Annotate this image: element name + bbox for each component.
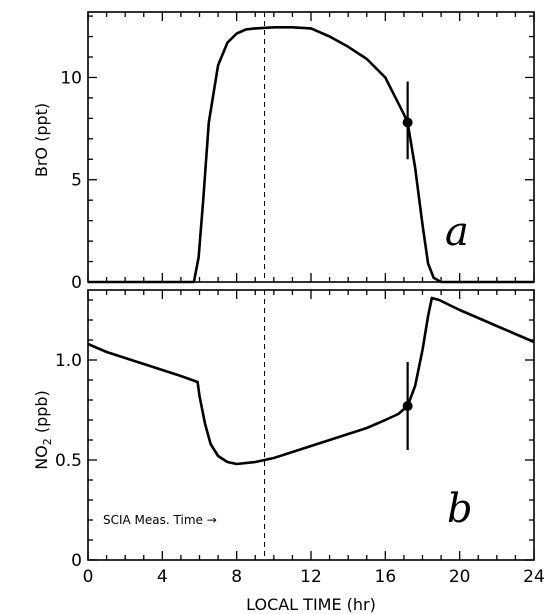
panel-b-y-tick-label: 1.0 (55, 351, 82, 371)
panel-b-x-tick-label: 24 (523, 567, 545, 587)
meas-time-annotation: SCIA Meas. Time → (103, 513, 217, 527)
panel-b-x-tick-label: 12 (300, 567, 322, 587)
panel-b-data-point (402, 401, 413, 411)
panel-a-letter: a (445, 209, 469, 255)
panel-b-x-tick-label: 0 (83, 567, 94, 587)
panel-a-y-tick-label: 0 (71, 273, 82, 293)
panel-a-series-line (88, 25, 534, 284)
panel-a-y-axis-label: BrO (ppt) (32, 103, 51, 177)
panel-b-x-tick-label: 8 (231, 567, 242, 587)
panel-b-x-tick-label: 20 (449, 567, 471, 587)
panel-b-letter: b (447, 486, 473, 532)
panel-b-y-axis-label: NO2 (ppb) (32, 390, 54, 470)
x-axis-label: LOCAL TIME (hr) (246, 595, 376, 614)
panel-b-y-tick-label: 0.5 (55, 451, 82, 471)
panel-b-series-line (87, 296, 535, 466)
panel-b-x-tick-label: 16 (375, 567, 397, 587)
panel-b-y-tick-label: 0 (71, 551, 82, 571)
panel-a-y-tick-label: 5 (71, 171, 82, 191)
panel-b-x-tick-label: 4 (157, 567, 168, 587)
panel-a-y-tick-label: 10 (60, 68, 82, 88)
panel-a-data-point (402, 117, 413, 128)
